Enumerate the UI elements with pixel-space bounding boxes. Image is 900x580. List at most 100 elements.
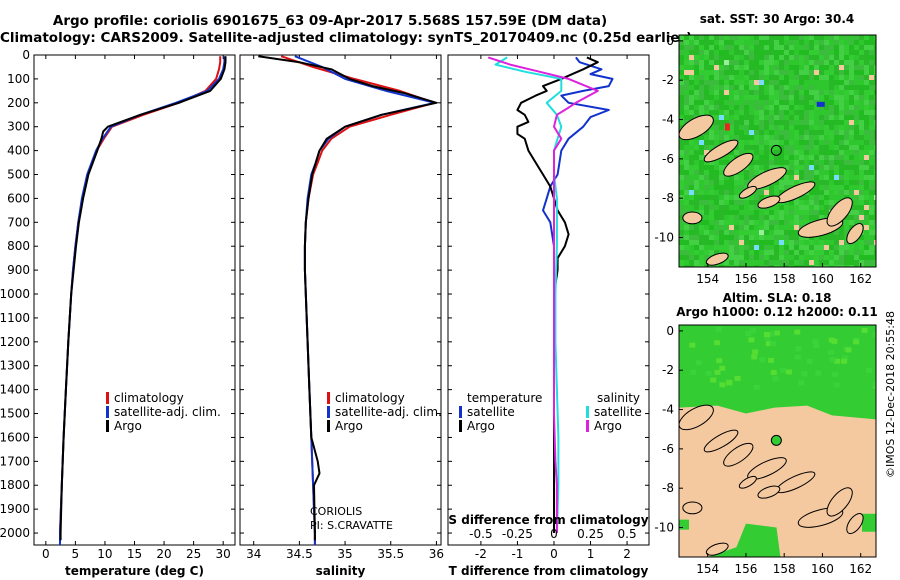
sst-cell [849, 165, 855, 171]
sst-cell [739, 220, 745, 226]
sst-cell [794, 100, 800, 106]
sst-cell [719, 205, 725, 211]
sst-cell [749, 235, 755, 241]
sst-cell [744, 90, 750, 96]
sst-cell [684, 255, 690, 261]
sst-cell [729, 235, 735, 241]
sst-cell [794, 215, 800, 221]
sst-cell [844, 220, 850, 226]
sst-cell [854, 120, 860, 126]
sst-cell [804, 245, 810, 251]
sst-cell [764, 150, 770, 156]
sst-cell [744, 60, 750, 66]
sst-cell [749, 195, 755, 201]
sst-cell [789, 55, 795, 61]
sst-cell [744, 80, 750, 86]
sst-cell [764, 230, 770, 236]
sst-cell [694, 55, 700, 61]
sst-cell [794, 170, 800, 176]
sla-cell [710, 377, 717, 383]
sst-cell [869, 150, 875, 156]
sst-cell [779, 75, 785, 81]
sst-cell [869, 125, 875, 131]
sst-cell [769, 125, 775, 131]
sst-cell [834, 85, 840, 91]
sst-cell [869, 255, 875, 261]
sst-cell [704, 130, 710, 136]
sst-cell [834, 180, 840, 186]
sst-cell [829, 70, 835, 76]
sst-cell [754, 205, 760, 211]
sst-cell [859, 185, 865, 191]
salinity-x-tick-label: 34 [246, 547, 261, 561]
sst-cell [774, 35, 780, 41]
sst-cell [834, 90, 840, 96]
sst-cell [679, 180, 685, 186]
sst-cell [844, 55, 850, 61]
sst-cell [724, 195, 730, 201]
sst-cell [794, 95, 800, 101]
sst-cell [704, 225, 710, 231]
sst-cell [824, 135, 830, 141]
sst-cell [744, 235, 750, 241]
sst-cell [824, 200, 830, 206]
sst-cell [864, 190, 870, 196]
sst-cell [739, 240, 745, 246]
sst-cell [829, 230, 835, 236]
sst-cell [749, 120, 755, 126]
sst-cell [774, 180, 780, 186]
sst-cell [804, 200, 810, 206]
sst-cell [859, 165, 865, 171]
sst-cell [689, 235, 695, 241]
sst-cell [799, 140, 805, 146]
sst-cell [719, 160, 725, 166]
sst-cell [854, 95, 860, 101]
sla-cell [798, 380, 805, 386]
sst-cell [844, 260, 850, 266]
sst-cell [849, 60, 855, 66]
sst-cell [714, 85, 720, 91]
sst-cell [784, 185, 790, 191]
sst-cell [689, 230, 695, 236]
sst-cell [789, 95, 795, 101]
sst-cell [829, 135, 835, 141]
sst-cell [714, 75, 720, 81]
sst-cell [739, 75, 745, 81]
figure-title-line2: Climatology: CARS2009. Satellite-adjuste… [0, 30, 693, 46]
sst-cell [729, 90, 735, 96]
sst-cell [829, 180, 835, 186]
depth-tick-label: 800 [7, 239, 30, 253]
salinity-x-tick-label: 35 [337, 547, 352, 561]
sst-cell [789, 100, 795, 106]
sst-cell [684, 140, 690, 146]
sst-cell [839, 110, 845, 116]
diff-legend-right-header: salinity [597, 391, 640, 405]
sst-cell [844, 180, 850, 186]
sst-cell [844, 215, 850, 221]
sst-cell [844, 150, 850, 156]
sst-cell [824, 175, 830, 181]
sst-cell [759, 120, 765, 126]
sst-cell [834, 35, 840, 41]
sst-cell [759, 95, 765, 101]
sst-cell [869, 50, 875, 56]
sst-cell [699, 110, 705, 116]
sst-cell [684, 50, 690, 56]
sst-cell [789, 70, 795, 76]
sst-cell [724, 265, 730, 267]
sst-cell [854, 160, 860, 166]
sst-cell [829, 240, 835, 246]
sst-cell [829, 155, 835, 161]
sst-cell [864, 85, 870, 91]
sst-cell [714, 160, 720, 166]
sst-cell [739, 85, 745, 91]
sst-cell [779, 60, 785, 66]
sst-cell [689, 40, 695, 46]
sst-cell [784, 135, 790, 141]
diff-legend-right-label: satellite [594, 405, 642, 419]
sst-cell [754, 265, 760, 267]
sst-cell [794, 125, 800, 131]
sst-cell [819, 175, 825, 181]
sst-cell [854, 260, 860, 266]
sst-cell [824, 75, 830, 81]
